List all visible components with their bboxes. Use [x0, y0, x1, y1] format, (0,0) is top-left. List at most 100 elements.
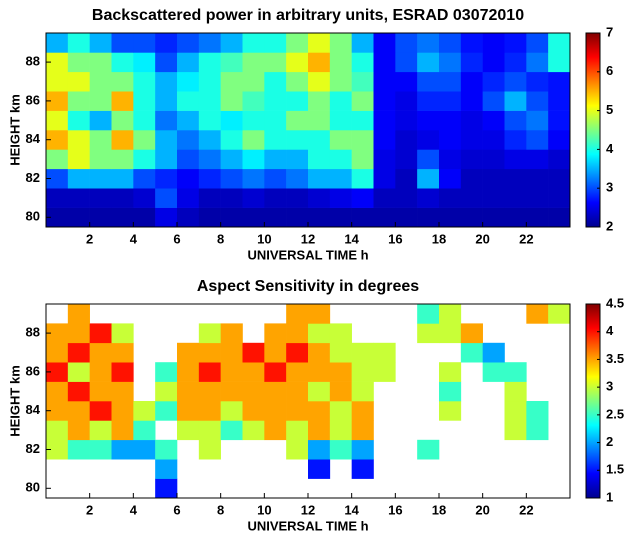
y-tick-label: 80: [26, 480, 40, 495]
heatmap-cell: [482, 91, 505, 111]
heatmap-cell: [548, 71, 571, 92]
heatmap-cell: [264, 401, 287, 421]
heatmap-cell: [220, 52, 243, 73]
heatmap-cell: [46, 420, 69, 441]
heatmap-cell: [395, 207, 418, 228]
heatmap-cell: [482, 188, 505, 208]
heatmap-cell: [286, 381, 309, 402]
heatmap-cell: [67, 362, 90, 382]
heatmap-cell: [67, 91, 90, 111]
heatmap-cell: [89, 381, 112, 402]
heatmap-cell: [89, 207, 112, 228]
colorbar-tick-label: 6: [606, 63, 613, 78]
heatmap-cell: [111, 91, 134, 111]
heatmap-cell: [220, 168, 243, 189]
heatmap-cell: [89, 149, 112, 170]
heatmap-cell: [111, 362, 134, 382]
y-tick-label: 84: [26, 131, 41, 146]
heatmap-cell: [133, 420, 156, 441]
heatmap-cell: [504, 188, 527, 208]
heatmap-cell: [111, 420, 134, 441]
heatmap-cell: [46, 207, 69, 228]
heatmap-cell: [155, 459, 178, 479]
heatmap-cell: [46, 52, 69, 73]
heatmap-cell: [460, 91, 483, 111]
heatmap-cell: [373, 188, 396, 208]
colorbar-tick-label: 1.5: [606, 462, 624, 477]
heatmap-cell: [264, 362, 287, 382]
heatmap-cell: [308, 188, 331, 208]
heatmap-cell: [395, 33, 418, 53]
heatmap-cell: [111, 33, 134, 53]
heatmap-cell: [220, 420, 243, 441]
y-tick-label: 88: [26, 54, 40, 69]
heatmap-cell: [177, 168, 200, 189]
heatmap-cell: [526, 188, 549, 208]
heatmap-cell: [242, 420, 265, 441]
heatmap-cell: [177, 110, 200, 131]
heatmap-cell: [67, 149, 90, 170]
colorbar-tick-label: 3.5: [606, 351, 624, 366]
heatmap-cell: [67, 168, 90, 189]
heatmap-cell: [329, 33, 352, 53]
heatmap-cell: [417, 304, 440, 324]
heatmap-cell: [67, 323, 90, 344]
heatmap-cell: [67, 207, 90, 228]
heatmap-cell: [329, 188, 352, 208]
heatmap-cell: [220, 342, 243, 363]
heatmap-cell: [526, 168, 549, 189]
heatmap-cell: [220, 110, 243, 131]
heatmap-cell: [198, 168, 221, 189]
heatmap-cell: [439, 304, 462, 324]
heatmap-cell: [329, 130, 352, 150]
heatmap-cell: [220, 401, 243, 421]
heatmap-cell: [482, 149, 505, 170]
heatmap-cell: [329, 168, 352, 189]
x-axis-label: UNIVERSAL TIME h: [247, 518, 368, 533]
heatmap-cell: [177, 401, 200, 421]
colorbar-tick-label: 4: [606, 323, 614, 338]
heatmap-cell: [46, 71, 69, 92]
heatmap-cell: [286, 130, 309, 150]
heatmap-cell: [395, 188, 418, 208]
x-tick-label: 16: [388, 502, 402, 517]
heatmap-cell: [198, 33, 221, 53]
heatmap-cell: [395, 71, 418, 92]
heatmap-cell: [329, 91, 352, 111]
heatmap-cell: [242, 33, 265, 53]
heatmap-cell: [373, 91, 396, 111]
colorbar-tick-label: 7: [606, 24, 613, 39]
heatmap-cell: [220, 149, 243, 170]
y-tick-label: 82: [26, 170, 40, 185]
heatmap-cell: [111, 149, 134, 170]
heatmap-cell: [177, 381, 200, 402]
heatmap-cell: [242, 110, 265, 131]
x-tick-label: 20: [475, 231, 489, 246]
heatmap-cell: [329, 420, 352, 441]
heatmap-cell: [329, 207, 352, 228]
chart-title: Backscattered power in arbitrary units, …: [92, 7, 524, 24]
heatmap-cell: [155, 91, 178, 111]
colorbar-tick-label: 3: [606, 379, 613, 394]
heatmap-cell: [548, 168, 571, 189]
x-tick-label: 20: [475, 502, 489, 517]
heatmap-cell: [198, 342, 221, 363]
heatmap-cell: [242, 168, 265, 189]
heatmap-cell: [111, 188, 134, 208]
heatmap-cell: [548, 52, 571, 73]
y-tick-label: 80: [26, 209, 40, 224]
heatmap-cell: [526, 110, 549, 131]
x-tick-label: 4: [130, 502, 138, 517]
x-tick-label: 14: [344, 231, 359, 246]
heatmap-cell: [308, 459, 331, 479]
colorbar-tick-label: 5: [606, 102, 613, 117]
colorbar-tick-label: 2: [606, 218, 613, 233]
heatmap-cell: [286, 323, 309, 344]
heatmap-cell: [373, 149, 396, 170]
heatmap-cell: [46, 362, 69, 382]
heatmap-cell: [111, 381, 134, 402]
heatmap-cell: [308, 207, 331, 228]
heatmap-cell: [67, 342, 90, 363]
heatmap-cell: [286, 188, 309, 208]
heatmap-cell: [286, 149, 309, 170]
